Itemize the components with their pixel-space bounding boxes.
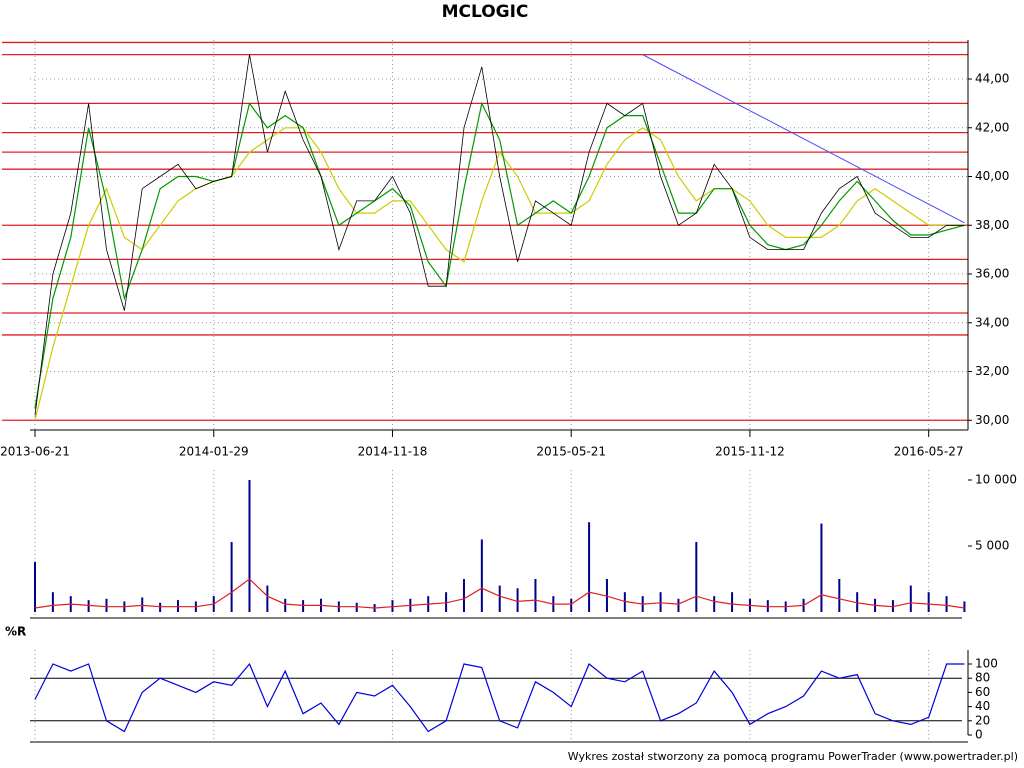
volume-bar (856, 592, 859, 612)
y-tick-label: 100 (975, 657, 998, 671)
y-tick-label: 40 (975, 699, 990, 713)
volume-bar (159, 602, 162, 612)
volume-bar (623, 592, 626, 612)
volume-bar (105, 598, 108, 612)
volume-bar (176, 600, 179, 612)
y-tick-label: 30,00 (975, 413, 1009, 427)
volume-bar (391, 600, 394, 612)
x-tick-label: 2013-06-21 (0, 445, 70, 459)
volume-bar (480, 539, 483, 612)
y-tick-label: 44,00 (975, 72, 1009, 86)
volume-bar (87, 600, 90, 612)
volume-bar (820, 523, 823, 612)
volume-bar (516, 588, 519, 612)
volume-bar (230, 542, 233, 612)
data-line (34, 662, 965, 733)
volume-bar (266, 585, 269, 612)
volume-bar (766, 600, 769, 612)
volume-bar (570, 598, 573, 612)
volume-bar (588, 522, 591, 612)
data-line (34, 101, 965, 409)
data-line (34, 54, 965, 416)
volume-bar (445, 592, 448, 612)
volume-bar (677, 598, 680, 612)
x-tick-label: 2015-11-12 (715, 445, 785, 459)
y-tick-label: 10 000 (975, 473, 1017, 487)
x-tick-label: 2015-05-21 (536, 445, 606, 459)
y-tick-label: 42,00 (975, 120, 1009, 134)
volume-bar (838, 579, 841, 612)
trend-line (642, 54, 965, 224)
volume-bar (909, 585, 912, 612)
footer: Wykres został stworzony za pomocą progra… (568, 750, 1018, 763)
chart-title: MCLOGIC (442, 2, 529, 22)
volume-bar (248, 480, 251, 612)
volume-bar (713, 596, 716, 612)
volume-bar (51, 592, 54, 612)
y-tick-label: 40,00 (975, 169, 1009, 183)
volume-bar (605, 579, 608, 612)
y-tick-label: 20 (975, 713, 990, 727)
y-tick-label: 32,00 (975, 364, 1009, 378)
y-tick-label: 38,00 (975, 218, 1009, 232)
volume-bar (355, 602, 358, 612)
volume-bar (659, 592, 662, 612)
y-tick-label: 34,00 (975, 315, 1009, 329)
volume-bar (927, 592, 930, 612)
volume-bar (498, 585, 501, 612)
volume-bar (302, 600, 305, 612)
y-tick-label: 0 (975, 728, 983, 742)
y-tick-label: 5 000 (975, 539, 1009, 553)
panel-title: %R (5, 625, 26, 639)
x-tick-label: 2014-11-18 (358, 445, 428, 459)
volume-bar (462, 579, 465, 612)
volume-bar (731, 592, 734, 612)
x-tick-label: 2016-05-27 (894, 445, 964, 459)
volume-bar (945, 596, 948, 612)
data-line (34, 578, 965, 609)
volume-bar (891, 600, 894, 612)
y-tick-label: 60 (975, 685, 990, 699)
volume-bar (963, 601, 966, 612)
volume-bar (695, 542, 698, 612)
y-tick-label: 80 (975, 671, 990, 685)
volume-bar (534, 579, 537, 612)
y-tick-label: 36,00 (975, 267, 1009, 281)
volume-bar (284, 598, 287, 612)
volume-bar (141, 597, 144, 612)
volume-bar (34, 561, 37, 612)
x-tick-label: 2014-01-29 (179, 445, 249, 459)
